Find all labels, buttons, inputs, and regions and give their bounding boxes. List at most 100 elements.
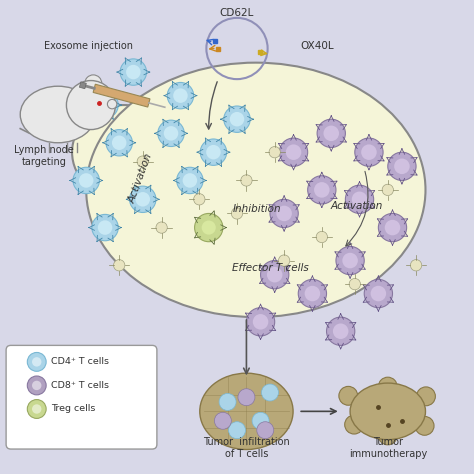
Circle shape	[417, 387, 436, 406]
Circle shape	[279, 138, 308, 166]
Circle shape	[85, 75, 102, 92]
Circle shape	[339, 386, 358, 405]
Circle shape	[327, 317, 355, 346]
Circle shape	[73, 167, 100, 194]
Circle shape	[32, 357, 41, 366]
Text: CD8⁺ T cells: CD8⁺ T cells	[51, 381, 109, 390]
Circle shape	[158, 120, 184, 146]
Circle shape	[112, 136, 127, 150]
Circle shape	[228, 422, 246, 438]
Circle shape	[345, 415, 364, 434]
Circle shape	[388, 152, 416, 181]
Circle shape	[92, 214, 118, 241]
Circle shape	[262, 384, 278, 401]
Circle shape	[230, 112, 244, 127]
Circle shape	[194, 194, 205, 205]
Circle shape	[92, 92, 118, 118]
Circle shape	[27, 376, 46, 395]
Circle shape	[156, 222, 167, 233]
Circle shape	[364, 279, 392, 308]
Circle shape	[267, 267, 283, 283]
Ellipse shape	[110, 110, 195, 195]
Ellipse shape	[20, 86, 96, 143]
Circle shape	[114, 260, 125, 271]
Circle shape	[182, 173, 197, 188]
Text: Exosome injection: Exosome injection	[44, 41, 133, 51]
Circle shape	[415, 417, 434, 435]
Circle shape	[323, 126, 339, 141]
Text: CD4⁺ T cells: CD4⁺ T cells	[51, 357, 109, 366]
Polygon shape	[93, 84, 150, 107]
Text: OX40L: OX40L	[301, 41, 334, 51]
Circle shape	[314, 182, 329, 198]
Circle shape	[355, 138, 383, 166]
Circle shape	[257, 422, 274, 438]
Circle shape	[126, 65, 141, 79]
Circle shape	[167, 82, 194, 109]
Circle shape	[378, 426, 397, 445]
FancyBboxPatch shape	[6, 346, 157, 449]
Circle shape	[336, 246, 364, 275]
Circle shape	[246, 308, 275, 336]
Polygon shape	[80, 82, 86, 89]
Circle shape	[316, 231, 328, 243]
Circle shape	[382, 184, 393, 196]
Circle shape	[378, 213, 407, 242]
Text: Tumor
immunotherapy: Tumor immunotherapy	[349, 438, 427, 459]
Ellipse shape	[86, 63, 426, 317]
Ellipse shape	[200, 373, 293, 449]
Circle shape	[278, 255, 290, 266]
Circle shape	[195, 213, 223, 242]
Circle shape	[137, 156, 148, 167]
Circle shape	[32, 404, 41, 414]
Circle shape	[317, 119, 346, 147]
Circle shape	[66, 81, 116, 129]
Circle shape	[238, 389, 255, 406]
Ellipse shape	[350, 383, 426, 439]
Circle shape	[164, 126, 178, 141]
Circle shape	[394, 158, 410, 174]
Text: Activation: Activation	[127, 152, 154, 204]
Circle shape	[136, 192, 150, 207]
Circle shape	[346, 185, 374, 213]
Circle shape	[201, 220, 216, 235]
Circle shape	[286, 145, 301, 160]
Circle shape	[352, 191, 367, 207]
Circle shape	[305, 286, 320, 301]
Text: Treg cells: Treg cells	[51, 404, 96, 413]
Circle shape	[98, 98, 112, 112]
Text: Tumor  infiltration
of T cells: Tumor infiltration of T cells	[203, 438, 290, 459]
Circle shape	[270, 199, 298, 228]
Circle shape	[261, 261, 289, 289]
Circle shape	[173, 88, 188, 103]
Circle shape	[224, 106, 250, 132]
Circle shape	[214, 412, 231, 429]
Circle shape	[333, 323, 348, 339]
Circle shape	[120, 59, 146, 85]
Text: Effector T cells: Effector T cells	[232, 263, 309, 273]
Circle shape	[200, 139, 227, 165]
Circle shape	[177, 167, 203, 194]
Circle shape	[27, 400, 46, 419]
Circle shape	[241, 175, 252, 186]
Circle shape	[342, 253, 358, 268]
Circle shape	[129, 186, 156, 212]
Circle shape	[410, 260, 422, 271]
Circle shape	[252, 412, 269, 429]
Circle shape	[308, 176, 336, 204]
Circle shape	[298, 279, 327, 308]
Circle shape	[27, 353, 46, 371]
Circle shape	[79, 173, 93, 188]
Circle shape	[106, 129, 132, 156]
Circle shape	[231, 208, 243, 219]
Circle shape	[371, 286, 386, 301]
Circle shape	[32, 381, 41, 390]
Circle shape	[219, 393, 236, 410]
Circle shape	[349, 278, 360, 290]
Circle shape	[361, 145, 377, 160]
Circle shape	[269, 146, 280, 158]
Ellipse shape	[72, 105, 176, 199]
Text: CD62L: CD62L	[220, 8, 254, 18]
Text: Lymph node
targeting: Lymph node targeting	[14, 145, 73, 167]
Circle shape	[276, 206, 292, 221]
